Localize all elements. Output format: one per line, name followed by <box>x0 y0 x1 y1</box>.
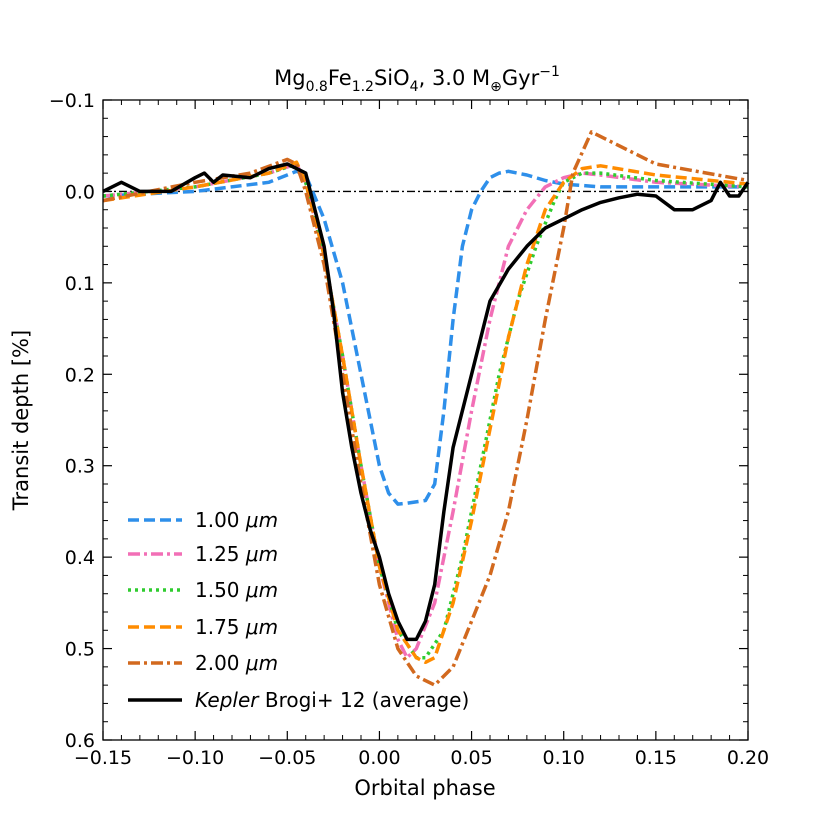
chart-title: Mg0.8Fe1.2SiO4, 3.0 M⊕Gyr−1 <box>274 64 560 95</box>
series-line-5 <box>102 162 750 642</box>
x-tick-label: 0.05 <box>450 747 492 769</box>
series-line-4 <box>102 130 749 687</box>
legend-label-1-75: 1.75 μm <box>195 615 278 639</box>
series-layer <box>102 130 750 687</box>
legend-label-1-25: 1.25 μm <box>195 542 278 566</box>
x-tick-label: 0.00 <box>358 747 400 769</box>
legend-item-2-00: 2.00 μm <box>128 651 278 675</box>
legend-item-1-50: 1.50 μm <box>128 578 278 602</box>
y-tick-label: 0.3 <box>65 456 95 478</box>
y-tick-label: 0.5 <box>65 639 95 661</box>
x-axis-title: Orbital phase <box>354 776 495 800</box>
x-tick-label: −0.10 <box>166 747 224 769</box>
y-axis-title: Transit depth [%] <box>9 330 33 511</box>
legend-item-1-25: 1.25 μm <box>128 542 278 566</box>
legend: 1.00 μm 1.25 μm 1.50 μm 1.75 μm 2.00 μm … <box>128 508 469 712</box>
legend-label-2-00: 2.00 μm <box>195 651 278 675</box>
legend-label-1-50: 1.50 μm <box>195 578 278 602</box>
series-line-3 <box>102 160 749 665</box>
legend-item-1-00: 1.00 μm <box>128 508 278 532</box>
x-tick-label: 0.20 <box>727 747 769 769</box>
y-tick-label: 0.6 <box>65 730 95 752</box>
x-tick-label: 0.15 <box>635 747 677 769</box>
y-tick-label: 0.1 <box>65 273 95 295</box>
legend-item-kepler: Kepler Brogi+ 12 (average) <box>128 688 469 712</box>
x-tick-label: 0.10 <box>543 747 585 769</box>
plot-frame <box>102 99 749 741</box>
y-tick-label: 0.2 <box>65 364 95 386</box>
y-tick-label: −0.1 <box>49 90 95 112</box>
y-tick-label: 0.0 <box>65 181 95 203</box>
legend-label-1-00: 1.00 μm <box>195 508 278 532</box>
legend-label-kepler: Kepler Brogi+ 12 (average) <box>195 688 469 712</box>
x-tick-label: −0.05 <box>258 747 316 769</box>
legend-item-1-75: 1.75 μm <box>128 615 278 639</box>
ticks-layer: −0.15 −0.10 −0.05 0.00 0.05 0.10 0.15 0.20 −0.1 0… <box>49 90 769 769</box>
series-line-0 <box>102 169 748 506</box>
y-tick-label: 0.4 <box>65 547 95 569</box>
x-tick-label: −0.15 <box>74 747 132 769</box>
series-line-2 <box>102 162 749 660</box>
